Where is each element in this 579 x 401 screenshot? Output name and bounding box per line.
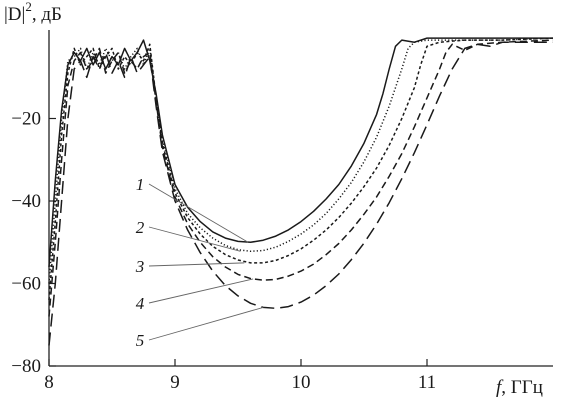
chart-axes: 8 9 10 11 −80 −60 −40 −20	[11, 30, 553, 393]
y-tick-label: −40	[11, 191, 41, 212]
series-line-5	[48, 41, 553, 346]
x-tick-label: 9	[170, 372, 180, 393]
chart-callouts: 1 2 3 4 5	[135, 175, 264, 350]
series-line-4	[48, 39, 554, 317]
series-label-1: 1	[136, 175, 145, 194]
x-axis-title-unit: , ГГц	[501, 377, 543, 398]
x-tick-label: 8	[44, 372, 54, 393]
series-callout-line-3	[148, 262, 245, 267]
series-callout-line-5	[148, 306, 264, 341]
chart-series	[48, 37, 554, 346]
series-label-4: 4	[136, 294, 145, 313]
x-tick-label: 11	[418, 372, 436, 393]
series-label-5: 5	[136, 331, 145, 350]
y-axis-title-unit: , дБ	[32, 4, 62, 25]
series-callout-line-4	[148, 278, 254, 304]
y-axis-title-main: |D|	[4, 4, 25, 25]
x-axis-title-main: f	[496, 377, 504, 398]
x-axis-title: f, ГГц	[496, 377, 543, 398]
y-tick-label: −60	[11, 274, 41, 295]
series-line-2	[48, 37, 554, 284]
series-label-3: 3	[135, 257, 145, 276]
series-label-2: 2	[136, 218, 145, 237]
series-callout-line-1	[148, 183, 249, 243]
y-tick-label: −20	[11, 109, 41, 130]
y-axis-title: |D|2, дБ	[4, 0, 62, 25]
series-callout-line-2	[148, 226, 241, 252]
y-tick-label: −80	[11, 356, 41, 377]
x-tick-label: 10	[292, 372, 311, 393]
y-axis-title-sup: 2	[25, 0, 32, 14]
